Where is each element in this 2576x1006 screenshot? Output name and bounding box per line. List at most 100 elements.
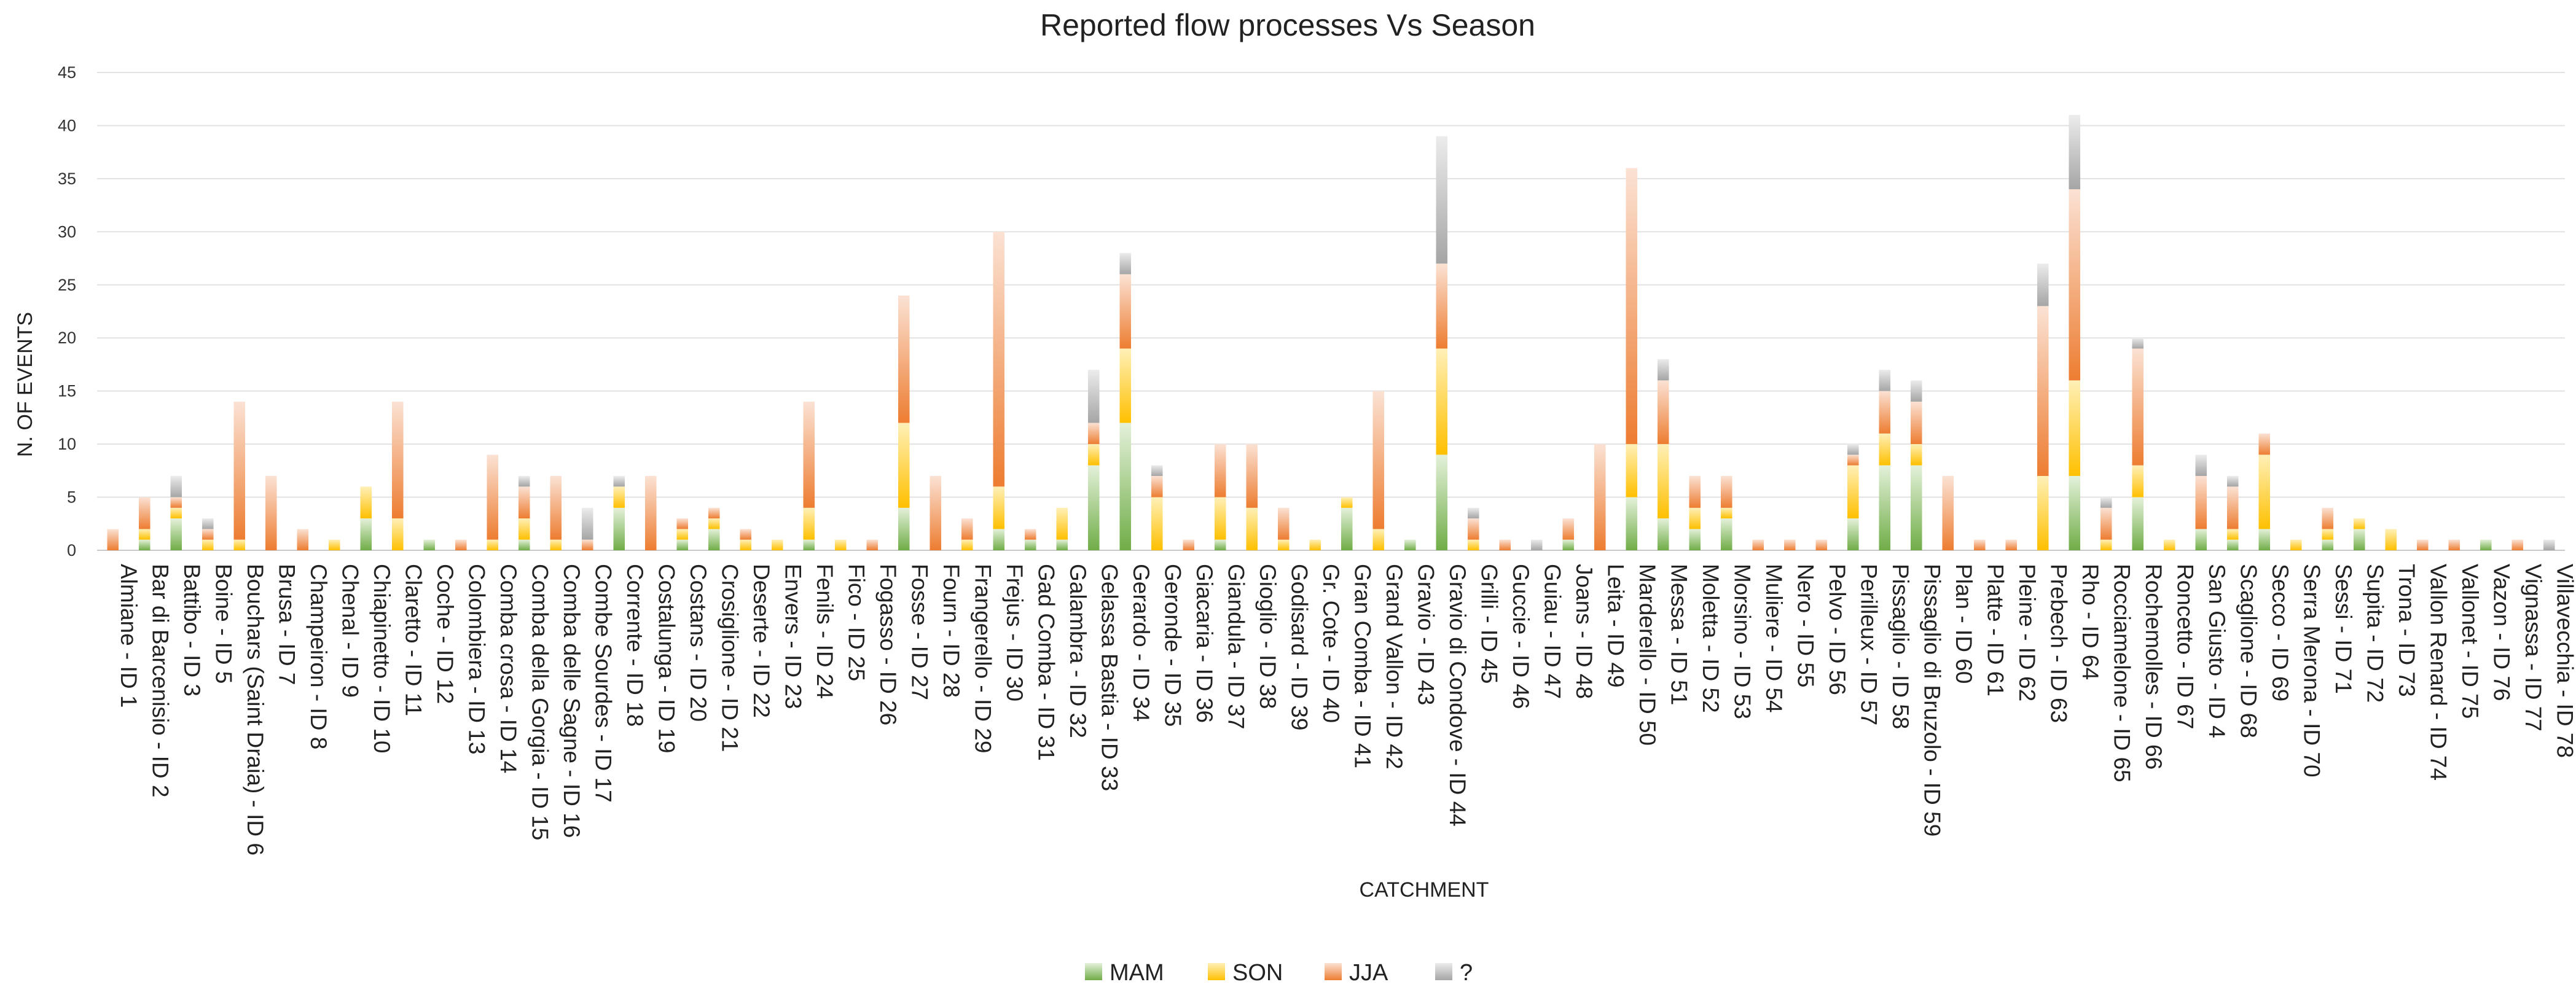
bar-mam [1657,518,1669,550]
bar-jja [1499,539,1511,550]
bar-jja [202,529,214,540]
bar-mam [2353,529,2365,550]
bar-son [2290,539,2302,550]
bar-mam [1087,465,1100,550]
bar-mam [1562,539,1575,550]
bar-unknown [1910,380,1922,402]
bar-unknown [2069,115,2081,190]
legend-swatch [1435,963,1452,980]
y-tick-label: 0 [67,541,76,560]
x-tick-label: Trona - ID 73 [2394,564,2419,697]
bar-mam [708,529,720,550]
bar-unknown [202,518,214,529]
x-tick-label: Pissaglio - ID 58 [1888,564,1913,729]
legend-item-unknown: ? [1435,960,1473,986]
y-tick-label: 20 [58,329,76,347]
x-tick-label: Prebech - ID 63 [2046,564,2071,723]
bar-jja [1436,263,1448,349]
bar-jja [644,475,657,550]
x-tick-label: Combe Sourdes - ID 17 [590,564,616,803]
bar-jja [1973,539,1986,550]
x-tick-label: Platte - ID 61 [1983,564,2008,696]
x-tick-label: Vallonet - ID 75 [2457,564,2483,719]
bar-mam [1214,539,1226,550]
bar-jja [1467,518,1479,540]
bar-jja [708,507,720,519]
bar-unknown [2543,539,2555,550]
x-tick-label: Roncetto - ID 67 [2172,564,2198,729]
x-tick-label: Grand Vallon - ID 42 [1382,564,1407,770]
bar-son [1056,507,1068,540]
x-tick-label: Frejus - ID 30 [1002,564,1027,701]
bar-unknown [2226,475,2239,487]
x-tick-label: Giacaria - ID 36 [1192,564,1217,723]
bar-son [1689,507,1701,529]
bar-jja [1594,444,1606,550]
x-tick-label: Corrente - ID 18 [622,564,648,727]
bar-jja [2322,507,2334,529]
bar-mam [1847,518,1859,550]
x-tick-label: Godisard - ID 39 [1286,564,1312,730]
x-tick-label: Frangerello - ID 29 [970,564,995,753]
x-tick-label: Rocciamelone - ID 65 [2109,564,2134,782]
bar-son [613,486,625,508]
bar-unknown [1436,136,1448,264]
bar-jja [2037,306,2049,476]
bar-son [1277,539,1290,550]
bar-son [2322,529,2334,540]
bar-jja [2416,539,2429,550]
bar-son [1309,539,1321,550]
bar-son [2226,529,2239,540]
bar-jja [1087,423,1100,445]
x-tick-label: Brusa - ID 7 [274,564,299,685]
y-tick-label: 10 [58,435,76,453]
y-axis-title: N. OF EVENTS [14,312,37,457]
bar-mam [2226,539,2239,550]
x-tick-label: Costans - ID 20 [686,564,711,722]
x-tick-label: Fenils - ID 24 [812,564,837,699]
x-tick-label: Moletta - ID 52 [1698,564,1723,713]
bar-jja [1879,391,1891,434]
bar-mam [2258,529,2271,550]
bar-jja [2005,539,2018,550]
x-tick-label: Morsino - ID 53 [1729,564,1755,719]
bar-unknown [2195,454,2207,476]
bar-jja [297,529,309,550]
x-axis-title: CATCHMENT [1360,878,1489,902]
bar-jja [2069,189,2081,381]
bar-son [1847,465,1859,519]
gridlines [97,72,2565,551]
bar-son [138,529,151,540]
x-tick-label: San Giusto - ID 4 [2204,564,2230,738]
x-tick-label: Secco - ID 69 [2268,564,2293,701]
bar-son [993,486,1005,529]
bar-unknown [1467,507,1479,519]
bar-son [328,539,340,550]
legend-label: JJA [1349,960,1388,986]
legend-label: MAM [1110,960,1164,986]
x-tick-label: Marderello - ID 50 [1635,564,1660,746]
y-tick-label: 35 [58,170,76,188]
bar-jja [2511,539,2524,550]
bar-son [1436,348,1448,455]
bar-jja [265,475,277,550]
x-tick-label: Grilli - ID 45 [1476,564,1501,684]
bar-unknown [170,475,182,497]
bar-son [834,539,847,550]
bar-son [2258,454,2271,529]
bars [107,115,2555,550]
bar-jja [2448,539,2461,550]
bar-mam [1341,507,1353,550]
bar-jja [2258,433,2271,455]
x-tick-label: Perilleux - ID 57 [1856,564,1881,725]
bar-mam [1720,518,1732,550]
bar-jja [391,401,404,519]
bar-son [518,518,530,540]
bar-jja [993,232,1005,487]
bar-unknown [1530,539,1543,550]
x-tick-label: Gelassa Bastia - ID 33 [1097,564,1122,791]
bar-mam [613,507,625,550]
bar-jja [1752,539,1764,550]
x-tick-label: Colombiera - ID 13 [464,564,489,755]
